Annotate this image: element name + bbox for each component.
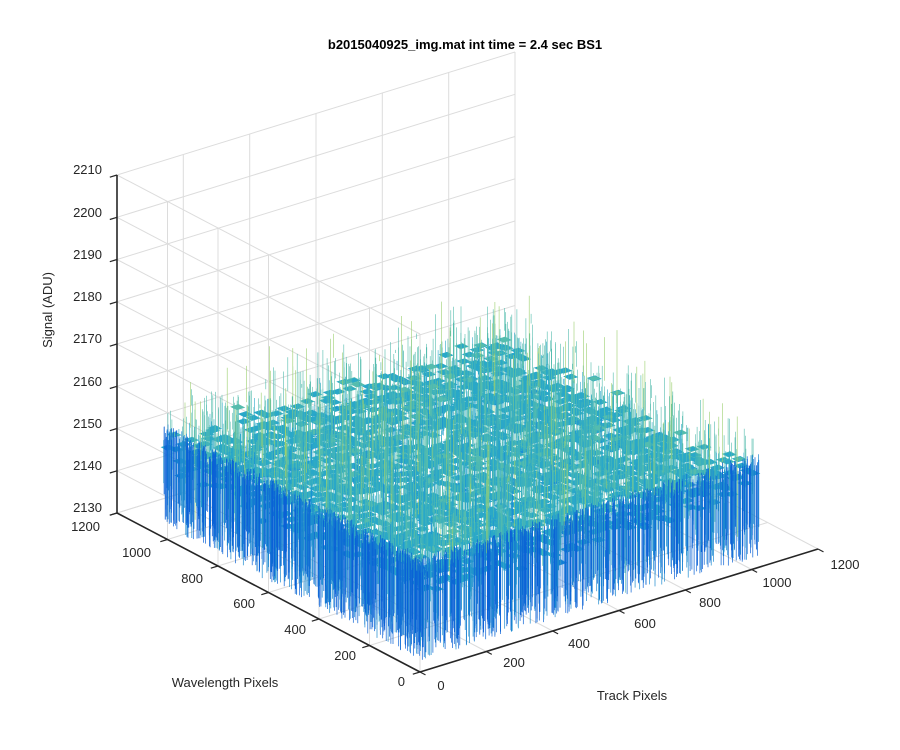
chart-title: b2015040925_img.mat int time = 2.4 sec B…: [328, 37, 602, 52]
surface-cell: [237, 411, 253, 418]
surface-mesh: [160, 295, 761, 660]
surface-cell: [330, 388, 346, 395]
surface-cell: [268, 410, 284, 417]
